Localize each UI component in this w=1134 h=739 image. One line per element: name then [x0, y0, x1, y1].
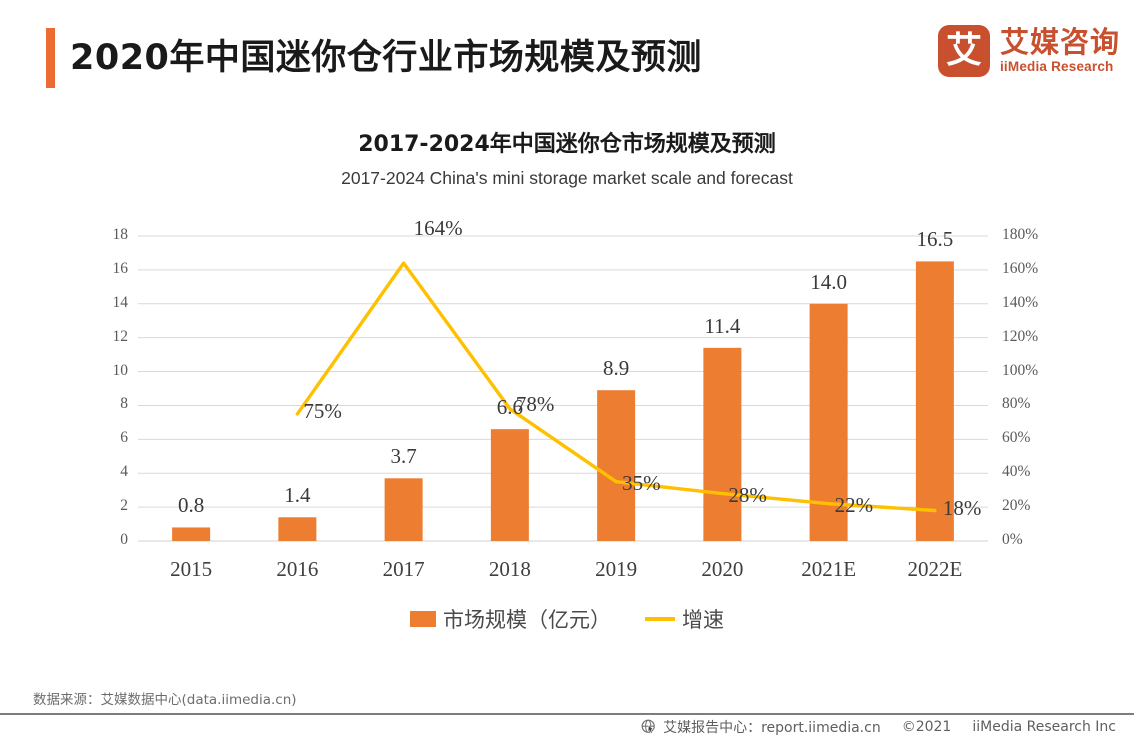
x-axis-tick: 2018 [488, 557, 531, 581]
footer-company: iiMedia Research Inc [972, 719, 1116, 735]
legend-item-line[interactable]: 增速 [645, 604, 724, 634]
page-title: 2020年中国迷你仓行业市场规模及预测 [70, 38, 702, 78]
line-value-label: 78% [515, 391, 555, 416]
x-axis-tick: 2016 [276, 557, 319, 581]
legend-item-bar[interactable]: 市场规模（亿元） [410, 604, 611, 634]
iimedia-logo: 艾 艾媒咨询 iiMedia Research [937, 25, 1120, 77]
y-axis-tick-right: 140% [1002, 293, 1039, 311]
x-axis-tick: 2015 [170, 557, 213, 581]
bar-value-label: 6.6 [496, 395, 523, 420]
bar-value-label: 14.0 [810, 269, 847, 294]
bar-value-label: 3.7 [390, 444, 417, 469]
y-axis-tick-left: 8 [120, 395, 128, 413]
line-value-label: 35% [622, 470, 661, 495]
line-value-label: 18% [942, 495, 982, 520]
footer-data-source: 数据来源：艾媒数据中心(data.iimedia.cn) [33, 692, 297, 708]
legend-bar-swatch-icon [410, 611, 436, 627]
logo-mark-icon: 艾 [937, 25, 990, 77]
footer-copyright: ©2021 [901, 719, 952, 735]
y-axis-tick-left: 12 [112, 327, 129, 345]
chart-title: 2017-2024年中国迷你仓市场规模及预测 [358, 132, 776, 157]
page-header: 2020年中国迷你仓行业市场规模及预测 艾 艾媒咨询 iiMedia Resea… [0, 0, 1134, 110]
bar-value-label: 8.9 [603, 356, 630, 381]
y-axis-tick-left: 14 [112, 293, 129, 311]
x-axis-tick: 2020 [701, 557, 744, 581]
y-axis-tick-right: 80% [1002, 395, 1031, 413]
y-axis-tick-right: 120% [1002, 327, 1039, 345]
footer-report-center-text: 艾媒报告中心：report.iimedia.cn [663, 720, 881, 736]
legend-line-label: 增速 [682, 608, 724, 632]
logo-name-cn: 艾媒咨询 [999, 25, 1120, 60]
line-value-label: 22% [834, 492, 874, 517]
line-value-label: 75% [303, 398, 342, 423]
legend-bar-label: 市场规模（亿元） [443, 608, 611, 632]
chart-legend: 市场规模（亿元） 增速 [0, 604, 1134, 634]
line-value-label: 28% [728, 482, 767, 507]
bar-value-label: 16.5 [916, 227, 954, 252]
bar-value-label: 0.8 [178, 493, 205, 518]
logo-name-en: iiMedia Research [999, 58, 1114, 74]
y-axis-tick-right: 160% [1002, 259, 1039, 277]
y-axis-tick-left: 16 [112, 259, 129, 277]
y-axis-tick-left: 0 [120, 531, 128, 548]
y-axis-tick-right: 0% [1002, 531, 1023, 548]
footer-report-center: 艾媒报告中心：report.iimedia.cn ©2021 iiMedia R… [641, 717, 1116, 737]
globe-cursor-icon [641, 719, 657, 735]
x-axis-tick: 2021E [801, 557, 857, 581]
y-axis-tick-left: 6 [120, 429, 128, 447]
footer-divider [0, 713, 1134, 715]
y-axis-tick-right: 40% [1002, 463, 1031, 481]
y-axis-tick-right: 180% [1002, 226, 1039, 243]
y-axis-tick-right: 60% [1002, 429, 1031, 447]
y-axis-tick-right: 100% [1002, 361, 1039, 379]
y-axis-tick-left: 18 [112, 226, 129, 243]
y-axis-tick-left: 2 [120, 497, 128, 515]
x-axis-tick: 2019 [595, 557, 638, 581]
y-axis-tick-left: 10 [112, 361, 129, 379]
line-value-label: 164% [413, 216, 463, 241]
bar-value-label: 1.4 [284, 483, 311, 508]
chart-subtitle: 2017-2024 China's mini storage market sc… [341, 168, 793, 188]
title-accent-bar [46, 28, 55, 88]
y-axis-tick-right: 20% [1002, 497, 1031, 515]
x-axis-tick: 2017 [382, 557, 425, 581]
logo-text: 艾媒咨询 iiMedia Research [1000, 27, 1120, 75]
y-axis-tick-left: 4 [120, 463, 128, 481]
legend-line-swatch-icon [645, 617, 675, 621]
bar-value-label: 11.4 [704, 313, 741, 338]
x-axis-tick: 2022E [907, 557, 963, 581]
